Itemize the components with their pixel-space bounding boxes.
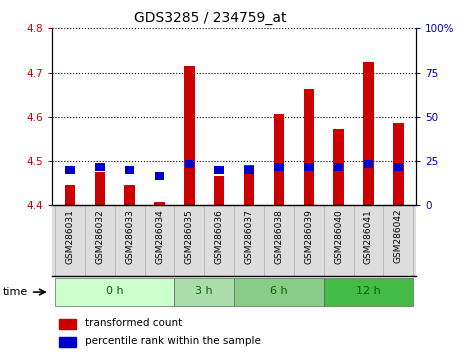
Text: GSM286041: GSM286041 (364, 209, 373, 264)
Bar (214, 166, 224, 175)
Text: 12 h: 12 h (356, 286, 381, 296)
Bar (184, 66, 194, 205)
Bar (125, 166, 134, 175)
Text: GSM286037: GSM286037 (245, 209, 254, 264)
Bar (244, 166, 254, 175)
Bar (214, 176, 224, 205)
Text: GSM286040: GSM286040 (334, 209, 343, 264)
Text: transformed count: transformed count (85, 318, 182, 328)
Bar (244, 165, 254, 205)
Text: percentile rank within the sample: percentile rank within the sample (85, 336, 261, 346)
Text: GSM286042: GSM286042 (394, 209, 403, 263)
Bar (65, 184, 75, 205)
Bar (124, 184, 135, 205)
Text: GSM286035: GSM286035 (185, 209, 194, 264)
Bar (304, 89, 314, 205)
FancyBboxPatch shape (175, 278, 234, 306)
Bar (334, 163, 343, 171)
Text: 0 h: 0 h (106, 286, 123, 296)
Text: GSM286031: GSM286031 (65, 209, 74, 264)
Bar (59, 319, 76, 329)
Text: GSM286038: GSM286038 (274, 209, 283, 264)
Text: time: time (2, 287, 27, 297)
Text: GSM286033: GSM286033 (125, 209, 134, 264)
Text: GSM286034: GSM286034 (155, 209, 164, 264)
Bar (364, 160, 373, 168)
Text: 3 h: 3 h (195, 286, 213, 296)
Bar (95, 163, 105, 171)
Text: GSM286039: GSM286039 (304, 209, 313, 264)
Bar (393, 124, 403, 205)
Bar (363, 62, 374, 205)
Text: GDS3285 / 234759_at: GDS3285 / 234759_at (134, 11, 287, 25)
FancyBboxPatch shape (234, 278, 324, 306)
Bar (59, 337, 76, 347)
FancyBboxPatch shape (324, 278, 413, 306)
Text: GSM286036: GSM286036 (215, 209, 224, 264)
Bar (333, 129, 344, 205)
Bar (394, 163, 403, 171)
FancyBboxPatch shape (55, 278, 175, 306)
Bar (274, 114, 284, 205)
Bar (154, 202, 165, 205)
Bar (184, 160, 194, 168)
Bar (155, 172, 164, 179)
Text: GSM286032: GSM286032 (95, 209, 104, 264)
Bar (304, 163, 314, 171)
Text: 6 h: 6 h (270, 286, 288, 296)
Bar (95, 172, 105, 205)
Bar (274, 163, 284, 171)
Bar (65, 166, 75, 175)
